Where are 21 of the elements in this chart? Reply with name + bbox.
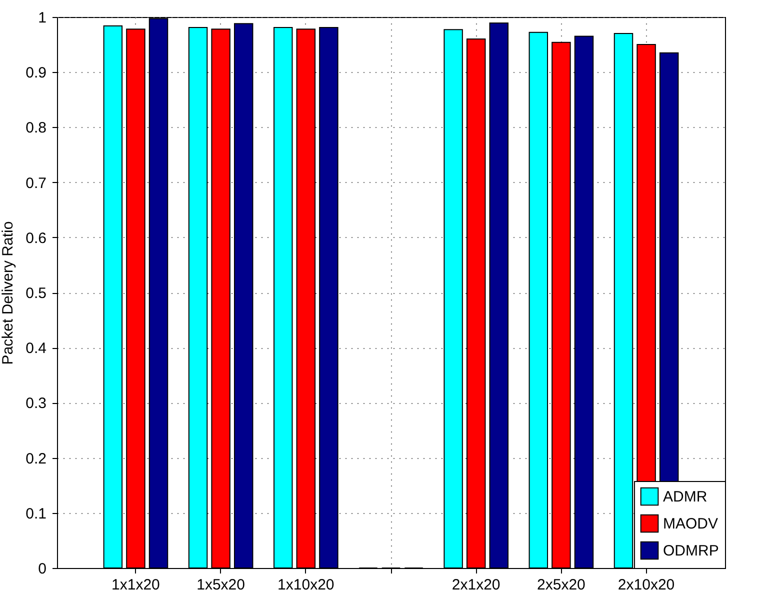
x-tick-label: 1x5x20	[196, 576, 245, 592]
y-axis-title: Packet Delivery Ratio	[0, 221, 17, 365]
x-tick-label: 2x5x20	[537, 576, 586, 592]
y-tick-label: 0.1	[26, 505, 46, 522]
y-tick-label: 0	[38, 560, 46, 578]
y-tick-label: 0.6	[26, 230, 46, 247]
x-tick-label: 2x1x20	[452, 576, 500, 592]
x-tick-label: 2x10x20	[618, 576, 675, 592]
x-tick-label: 1x10x20	[278, 576, 334, 592]
y-tick-label: 0.7	[26, 174, 46, 192]
legend-label: ODMRP	[663, 542, 719, 560]
y-tick-label: 1	[38, 10, 46, 26]
y-tick-label: 0.2	[26, 450, 46, 468]
x-tick-label: 1x1x20	[112, 576, 160, 592]
y-tick-label: 0.8	[26, 120, 46, 137]
legend-label: ADMR	[663, 488, 708, 506]
y-tick-label: 0.9	[26, 64, 46, 82]
y-tick-label: 0.5	[26, 285, 46, 302]
y-tick-label: 0.3	[26, 395, 46, 412]
legend-label: MAODV	[663, 516, 718, 532]
y-tick-label: 0.4	[26, 340, 46, 358]
